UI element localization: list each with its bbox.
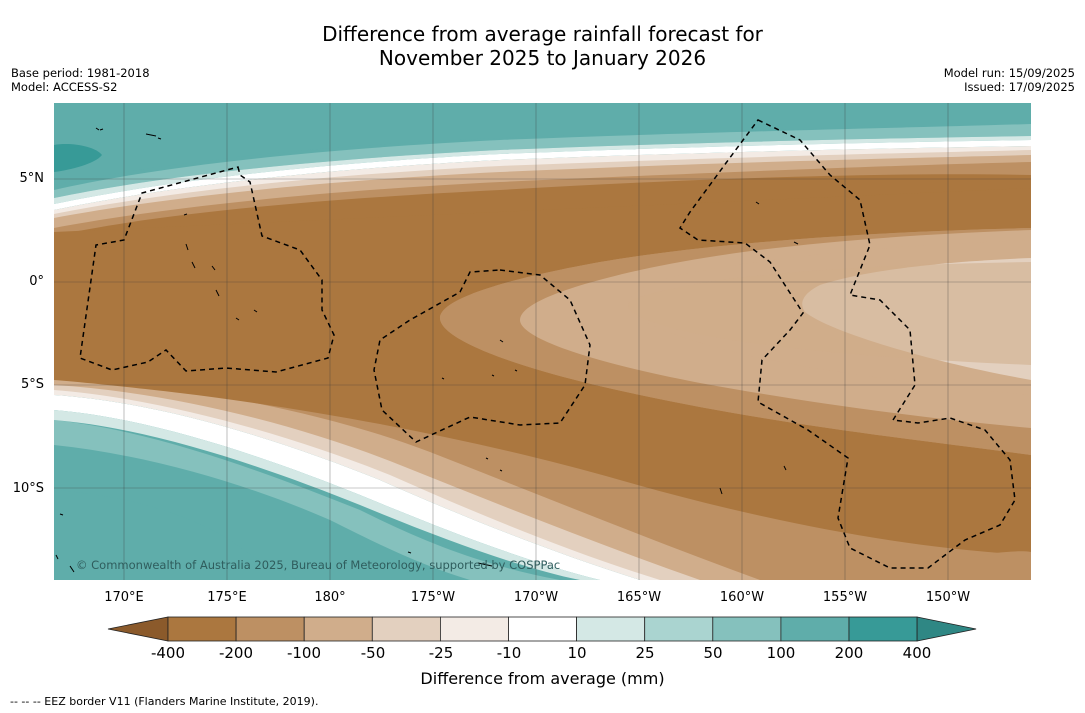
lon-label: 150°W — [925, 590, 971, 605]
colorbar-segment — [576, 616, 646, 642]
lat-label: 5°S — [20, 377, 44, 392]
meta-left: Base period: 1981-2018 Model: ACCESS-S2 — [11, 66, 150, 94]
islands — [55, 127, 799, 573]
model-run-text: Model run: 15/09/2025 — [943, 66, 1075, 80]
colorbar-segment — [167, 616, 237, 642]
colorbar-label: -25 — [428, 644, 454, 662]
colorbar-label: -200 — [218, 644, 254, 662]
colorbar-segment — [235, 616, 305, 642]
colorbar-label: -400 — [150, 644, 186, 662]
colorbar — [107, 616, 977, 642]
base-period-text: Base period: 1981-2018 — [11, 66, 150, 80]
colorbar-label: 25 — [635, 644, 655, 662]
meta-right: Model run: 15/09/2025 Issued: 17/09/2025 — [944, 66, 1075, 94]
lat-label: 5°N — [19, 171, 45, 186]
lon-label: 170°E — [104, 590, 144, 605]
colorbar-label: -10 — [496, 644, 522, 662]
colorbar-segment — [644, 616, 714, 642]
model-text: Model: ACCESS-S2 — [11, 80, 118, 94]
title-line-1: Difference from average rainfall forecas… — [322, 22, 763, 46]
colorbar-label: 100 — [766, 644, 796, 662]
map-title: Difference from average rainfall forecas… — [0, 22, 1085, 70]
colorbar-segment — [371, 616, 441, 642]
colorbar-segment — [780, 616, 850, 642]
graticule — [54, 103, 1031, 580]
colorbar-segment — [712, 616, 782, 642]
colorbar-arrow-high — [916, 616, 977, 642]
copyright-credit: © Commonwealth of Australia 2025, Bureau… — [76, 558, 561, 572]
colorbar-label: 10 — [567, 644, 587, 662]
lon-label: 165°W — [616, 590, 662, 605]
colorbar-label: 50 — [703, 644, 723, 662]
colorbar-segment — [439, 616, 509, 642]
colorbar-label: 200 — [834, 644, 864, 662]
eez-borders — [79, 119, 1016, 569]
lon-label: 175°E — [207, 590, 247, 605]
map-field — [54, 103, 1031, 580]
colorbar-segment — [303, 616, 373, 642]
lon-label: 175°W — [410, 590, 456, 605]
lon-label: 160°W — [719, 590, 765, 605]
lon-label: 155°W — [822, 590, 868, 605]
colorbar-segment — [848, 616, 918, 642]
colorbar-segment — [508, 616, 577, 642]
issued-text: Issued: 17/09/2025 — [964, 80, 1075, 94]
colorbar-label: -100 — [286, 644, 322, 662]
lat-label: 10°S — [12, 481, 44, 496]
colorbar-label: -50 — [360, 644, 386, 662]
eez-legend-footer: -- -- -- EEZ border V11 (Flanders Marine… — [10, 695, 319, 708]
lon-label: 180° — [314, 590, 346, 605]
colorbar-title: Difference from average (mm) — [420, 669, 665, 688]
title-line-2: November 2025 to January 2026 — [378, 46, 707, 70]
lon-label: 170°W — [513, 590, 559, 605]
colorbar-label: 400 — [902, 644, 932, 662]
lat-label: 0° — [29, 274, 44, 289]
colorbar-arrow-low — [107, 616, 169, 642]
